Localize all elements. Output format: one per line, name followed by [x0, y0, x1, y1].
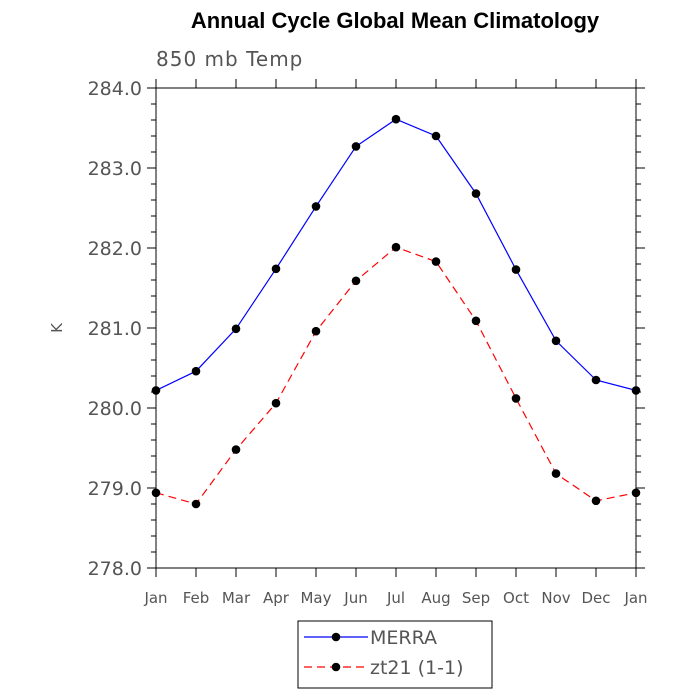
y-tick-label: 283.0: [88, 158, 142, 180]
series-line: [155, 246, 637, 505]
x-tick-label: Jun: [343, 589, 367, 607]
data-point: [591, 496, 601, 506]
data-point: [231, 445, 241, 454]
series-group: [151, 114, 641, 509]
legend: MERRA zt21 (1-1): [297, 620, 493, 689]
chart-subtitle: 850 mb Temp: [156, 47, 304, 71]
data-point: [431, 257, 441, 266]
y-tick-label: 282.0: [88, 238, 142, 260]
data-point: [471, 316, 481, 326]
x-tick-label: Jan: [623, 589, 647, 607]
data-point: [471, 189, 481, 198]
data-point: [151, 488, 161, 498]
y-axis-label: K: [48, 322, 66, 333]
chart-title: Annual Cycle Global Mean Climatology: [190, 8, 600, 33]
data-point: [191, 499, 201, 509]
x-tick-label: Sep: [462, 589, 490, 607]
x-tick-label: Jul: [386, 589, 405, 607]
data-point: [391, 242, 401, 252]
y-tick-label: 281.0: [88, 318, 142, 340]
data-point: [391, 114, 401, 124]
data-point: [551, 469, 561, 478]
x-tick-label: Feb: [183, 589, 210, 607]
data-point: [351, 276, 361, 286]
data-point: [351, 142, 361, 151]
plot-frame: [155, 87, 637, 569]
data-point: [511, 265, 521, 274]
data-point: [231, 324, 241, 334]
x-tick-label: Apr: [263, 589, 290, 607]
data-point: [431, 131, 441, 141]
y-tick-label: 284.0: [88, 78, 142, 100]
legend-marker: [331, 632, 341, 642]
data-point: [631, 386, 641, 395]
data-point: [511, 394, 521, 403]
data-point: [551, 336, 561, 346]
x-tick-label: Nov: [541, 589, 570, 607]
x-tick-label: Oct: [503, 589, 529, 607]
series-0: [151, 114, 641, 395]
y-tick-label: 280.0: [88, 398, 142, 420]
y-tick-label: 278.0: [88, 558, 142, 580]
data-point: [591, 375, 601, 385]
x-tick-label: Dec: [581, 589, 610, 607]
series-line: [155, 118, 637, 391]
legend-marker: [331, 662, 341, 672]
axes-group: 278.0 279.0 280.0 281.0 282.0 283.0 284.0 Jan Fe…: [88, 78, 648, 607]
x-tick-label: Mar: [222, 589, 251, 607]
data-point: [311, 326, 321, 336]
data-point: [631, 488, 641, 498]
data-point: [271, 398, 281, 408]
legend-box: [297, 620, 493, 689]
legend-label: zt21 (1-1): [370, 657, 464, 679]
data-point: [271, 264, 281, 274]
legend-label: MERRA: [370, 627, 437, 649]
data-point: [191, 366, 201, 376]
x-tick-label: Jan: [143, 589, 167, 607]
y-tick-label: 279.0: [88, 478, 142, 500]
data-point: [151, 386, 161, 395]
series-1: [151, 242, 641, 509]
x-tick-label: Aug: [421, 589, 450, 607]
data-point: [311, 202, 321, 211]
x-tick-label: May: [300, 589, 331, 607]
